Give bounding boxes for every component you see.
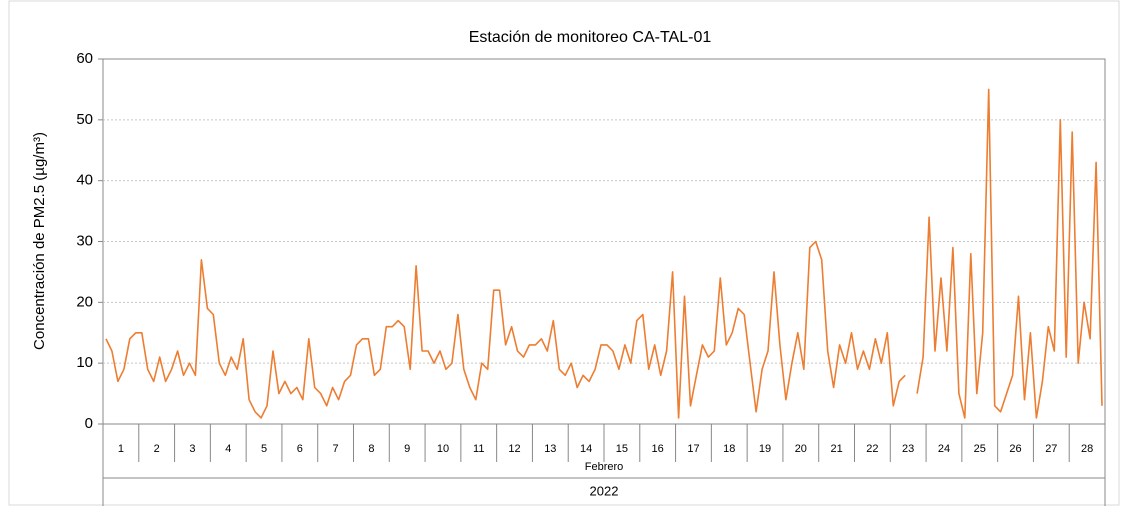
x-tick-label: 25	[974, 443, 986, 455]
y-tick-label: 20	[76, 293, 93, 310]
month-label: Febrero	[585, 461, 624, 473]
x-tick-label: 14	[580, 443, 592, 455]
x-tick-label: 12	[508, 443, 520, 455]
x-tick-label: 21	[830, 443, 842, 455]
y-tick-label: 30	[76, 232, 93, 249]
data-line	[105, 88, 1103, 419]
x-tick-label: 27	[1045, 443, 1057, 455]
y-tick-label: 0	[85, 415, 93, 432]
y-tick-label: 60	[76, 50, 93, 67]
x-tick-label: 10	[437, 443, 449, 455]
x-tick-label: 1	[118, 443, 124, 455]
x-tick-label: 17	[687, 443, 699, 455]
x-tick-label: 26	[1009, 443, 1021, 455]
x-tick-label: 20	[795, 443, 807, 455]
x-tick-label: 11	[473, 443, 484, 455]
x-tick-label: 19	[759, 443, 771, 455]
y-tick-label: 10	[76, 354, 93, 371]
x-tick-label: 23	[902, 443, 914, 455]
x-tick-label: 28	[1081, 443, 1093, 455]
x-tick-label: 18	[723, 443, 735, 455]
chart-title: Estación de monitoreo CA-TAL-01	[469, 29, 712, 46]
x-tick-label: 6	[297, 443, 303, 455]
x-tick-label: 5	[261, 443, 267, 455]
x-tick-label: 8	[368, 443, 374, 455]
x-tick-label: 3	[189, 443, 195, 455]
x-tick-label: 22	[866, 443, 878, 455]
x-tick-label: 4	[225, 443, 231, 455]
x-tick-label: 13	[544, 443, 556, 455]
x-tick-label: 7	[333, 443, 339, 455]
x-tick-label: 24	[938, 443, 950, 455]
year-label: 2022	[590, 483, 619, 498]
x-tick-label: 2	[154, 443, 160, 455]
x-tick-label: 9	[404, 443, 410, 455]
x-tick-label: 16	[652, 443, 664, 455]
y-tick-label: 50	[76, 111, 93, 128]
chart-frame	[8, 0, 1120, 506]
y-tick-label: 40	[76, 172, 93, 189]
x-tick-label: 15	[616, 443, 628, 455]
y-axis-label: Concentración de PM2.5 (µg/m³)	[31, 132, 48, 350]
